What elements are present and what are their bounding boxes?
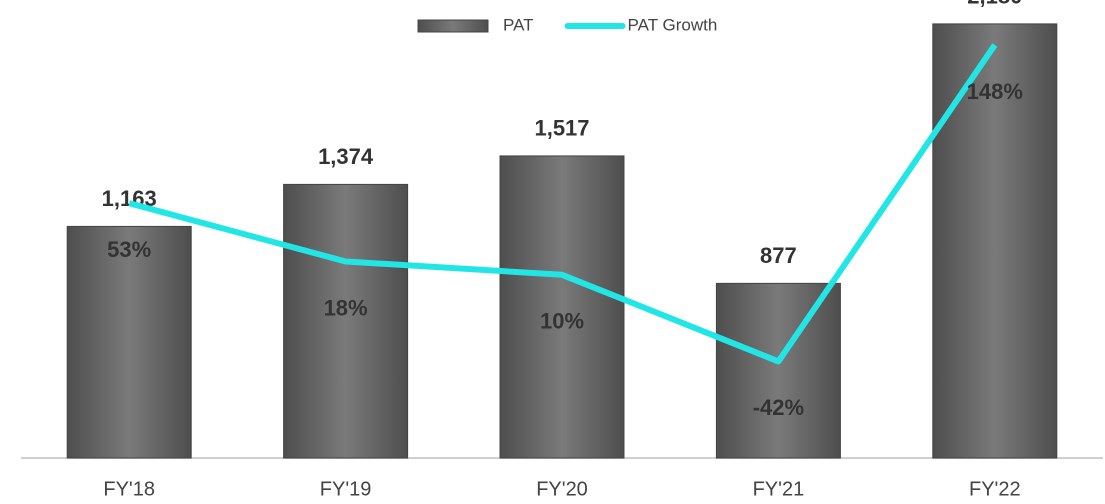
legend-label: PAT	[503, 15, 534, 34]
line-value-label: -42%	[753, 395, 804, 420]
bar-value-label: 2,180	[967, 0, 1022, 9]
bar-value-label: 877	[760, 243, 797, 268]
bar-value-label: 1,517	[534, 116, 589, 141]
legend-label: PAT Growth	[628, 15, 718, 34]
x-tick-label: FY'21	[753, 478, 805, 500]
bar	[499, 155, 625, 459]
line-value-label: 148%	[967, 79, 1023, 104]
bar	[66, 225, 192, 459]
bar	[283, 183, 409, 459]
line-value-label: 18%	[324, 295, 368, 320]
x-tick-label: FY'19	[320, 478, 372, 500]
line-value-label: 53%	[107, 237, 151, 262]
line-value-label: 10%	[540, 309, 584, 334]
growth-line	[128, 43, 998, 365]
x-tick-label: FY'22	[969, 478, 1021, 500]
bar	[715, 282, 841, 459]
legend-swatch	[417, 19, 489, 33]
bar-value-label: 1,374	[318, 144, 374, 169]
bar	[932, 23, 1058, 459]
x-tick-label: FY'18	[103, 478, 155, 500]
x-tick-label: FY'20	[536, 478, 588, 500]
